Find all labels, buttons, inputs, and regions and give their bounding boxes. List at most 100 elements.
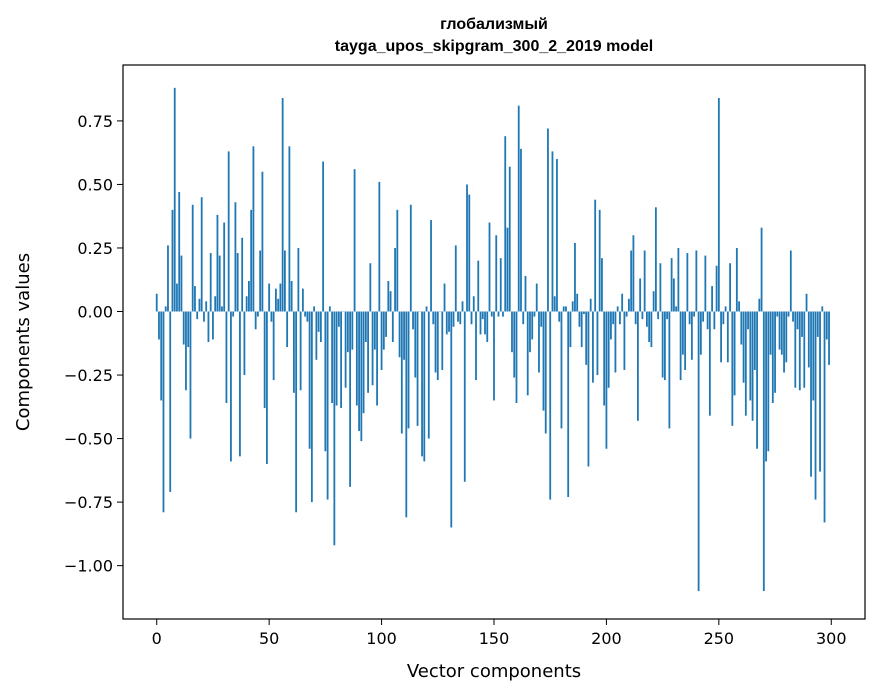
bar	[695, 250, 698, 312]
bar	[794, 311, 797, 388]
bar	[551, 151, 554, 312]
bar	[796, 311, 799, 330]
bar	[373, 311, 376, 350]
bar	[317, 311, 320, 332]
bar	[337, 311, 340, 327]
bar	[801, 311, 803, 337]
bar	[756, 311, 758, 449]
bar	[430, 220, 432, 312]
bar	[279, 283, 282, 312]
bar	[376, 311, 378, 406]
bar	[212, 311, 214, 340]
bar	[382, 311, 385, 350]
bar	[232, 311, 235, 317]
bar	[722, 311, 725, 325]
bar	[344, 311, 347, 388]
bar	[610, 311, 612, 340]
bar	[306, 311, 309, 322]
bar	[529, 311, 531, 353]
bar	[214, 296, 217, 312]
bar	[646, 311, 648, 327]
bar	[364, 311, 367, 342]
bar	[549, 311, 552, 500]
bar	[744, 311, 747, 416]
bar	[209, 253, 212, 312]
x-axis-ticks: 0 50 100 150 200 250 300	[152, 619, 847, 648]
bar	[493, 311, 495, 401]
bar	[767, 311, 770, 452]
bar	[819, 311, 821, 472]
bar	[693, 311, 696, 317]
bar	[308, 311, 311, 449]
bar	[326, 311, 329, 500]
bar	[277, 298, 280, 312]
bar	[479, 311, 482, 335]
bar	[457, 311, 459, 322]
bar	[787, 311, 790, 317]
bar	[758, 298, 761, 312]
chart-subtitle: tayga_upos_skipgram_300_2_2019 model	[335, 38, 653, 55]
bar	[553, 296, 556, 312]
bar	[324, 311, 327, 452]
bar	[729, 263, 731, 312]
bar	[378, 181, 381, 312]
bar	[681, 311, 684, 355]
bar	[272, 311, 275, 381]
bar	[816, 311, 819, 337]
bar	[805, 293, 808, 312]
bar	[198, 298, 201, 312]
bar	[407, 311, 410, 429]
bar	[427, 311, 430, 439]
bar	[434, 311, 437, 373]
bar	[243, 311, 246, 376]
bar	[389, 291, 392, 312]
bar	[753, 311, 756, 370]
bar	[299, 311, 302, 391]
bar	[257, 311, 259, 317]
bar	[194, 286, 196, 312]
bar	[475, 311, 477, 381]
bar	[738, 301, 740, 312]
x-tick-label: 300	[816, 629, 847, 648]
bar	[310, 311, 313, 503]
bar	[814, 311, 817, 500]
bar	[524, 275, 527, 312]
bar	[589, 298, 592, 312]
bar	[742, 311, 745, 383]
bar	[185, 311, 187, 391]
bar	[542, 311, 545, 411]
bar	[706, 311, 709, 330]
bar	[515, 311, 518, 403]
x-tick-label: 0	[152, 629, 162, 648]
y-tick-label: −0.50	[64, 430, 113, 449]
bar	[245, 296, 248, 312]
bar	[396, 209, 399, 312]
bar	[499, 258, 502, 312]
bar	[454, 245, 457, 312]
y-tick-label: −0.75	[64, 493, 113, 512]
bar	[511, 311, 513, 353]
bar	[556, 159, 558, 312]
bar	[369, 263, 372, 312]
bar	[778, 311, 781, 350]
bar	[792, 311, 794, 322]
bar	[416, 311, 419, 426]
bar	[160, 311, 163, 401]
bar	[776, 311, 779, 317]
bar	[421, 311, 423, 457]
bar	[601, 258, 603, 312]
y-tick-label: 0.75	[77, 112, 113, 131]
bar	[731, 311, 734, 426]
bar	[468, 194, 471, 312]
bar	[812, 311, 815, 401]
bar	[182, 311, 185, 345]
bar	[216, 214, 219, 312]
bar	[798, 311, 801, 391]
bar	[621, 293, 624, 312]
bar	[270, 311, 273, 322]
bar	[751, 311, 754, 421]
bar	[747, 311, 749, 330]
bar	[603, 311, 606, 406]
bar	[594, 199, 597, 312]
bar	[171, 209, 174, 312]
